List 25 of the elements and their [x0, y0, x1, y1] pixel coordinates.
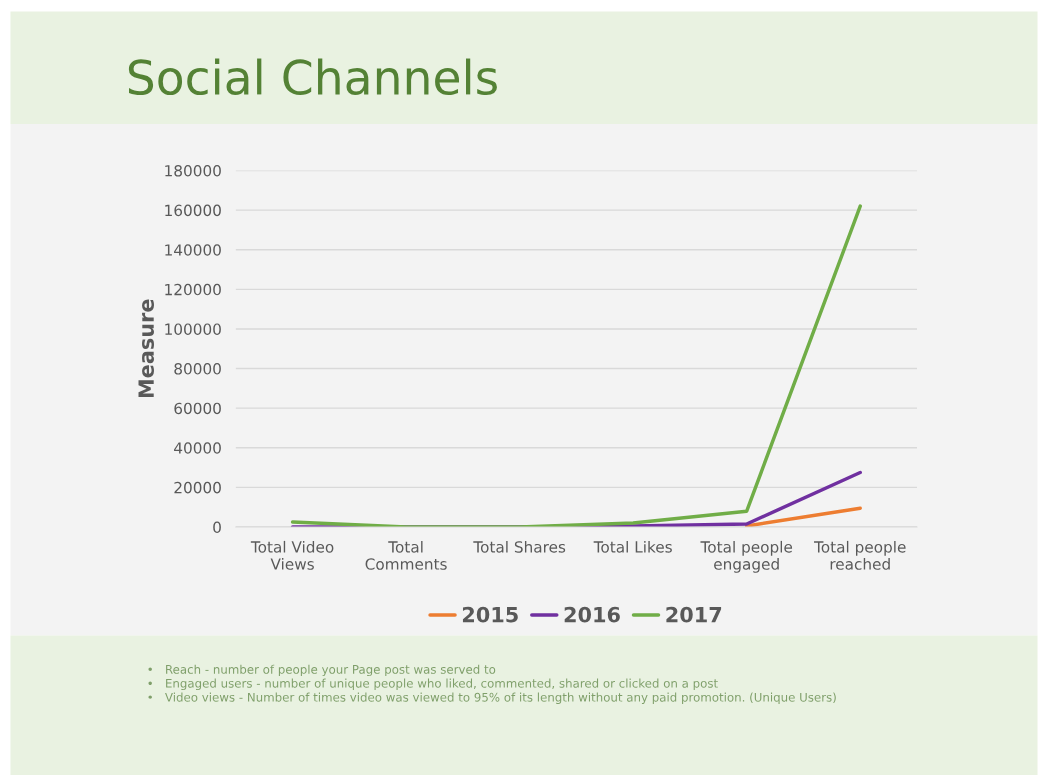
y-axis-title: Measure	[138, 299, 154, 398]
y-tick-label: 140000	[165, 244, 221, 256]
x-tick-label: Total Video Views	[250, 540, 334, 570]
line-series	[290, 204, 862, 527]
y-tick-label: 0	[213, 521, 221, 534]
y-tick-label: 60000	[174, 402, 221, 415]
y-tick-label: 120000	[165, 283, 221, 296]
text: • Video views - Number of times video was viewed to 95% of its length without any paid promotion. (Unique Users)	[148, 692, 836, 704]
legend-label: 2017	[666, 606, 722, 623]
y-tick-label: 160000	[165, 204, 221, 217]
legend-label: 2015	[462, 606, 518, 623]
text: • Engaged users - number of unique people who liked, commented, shared or clicked on a post	[148, 678, 718, 691]
chart-title: Social Channels	[128, 58, 497, 96]
x-tick-label: Total Shares	[473, 540, 566, 553]
y-tick-label: 100000	[165, 323, 221, 335]
x-tick-label: Total people engaged	[700, 540, 793, 573]
y-tick-label: 20000	[174, 481, 221, 494]
legend-label: 2016	[564, 606, 620, 623]
x-tick-label: Total Likes	[593, 540, 672, 553]
x-tick-label: Total Comments	[365, 540, 447, 570]
y-tick-label: 180000	[165, 164, 221, 177]
y-tick-label: 80000	[174, 363, 221, 375]
x-tick-label: Total people reached	[814, 540, 906, 570]
y-tick-label: 40000	[174, 442, 221, 454]
text: • Reach - number of people your Page post was served to	[148, 664, 496, 677]
